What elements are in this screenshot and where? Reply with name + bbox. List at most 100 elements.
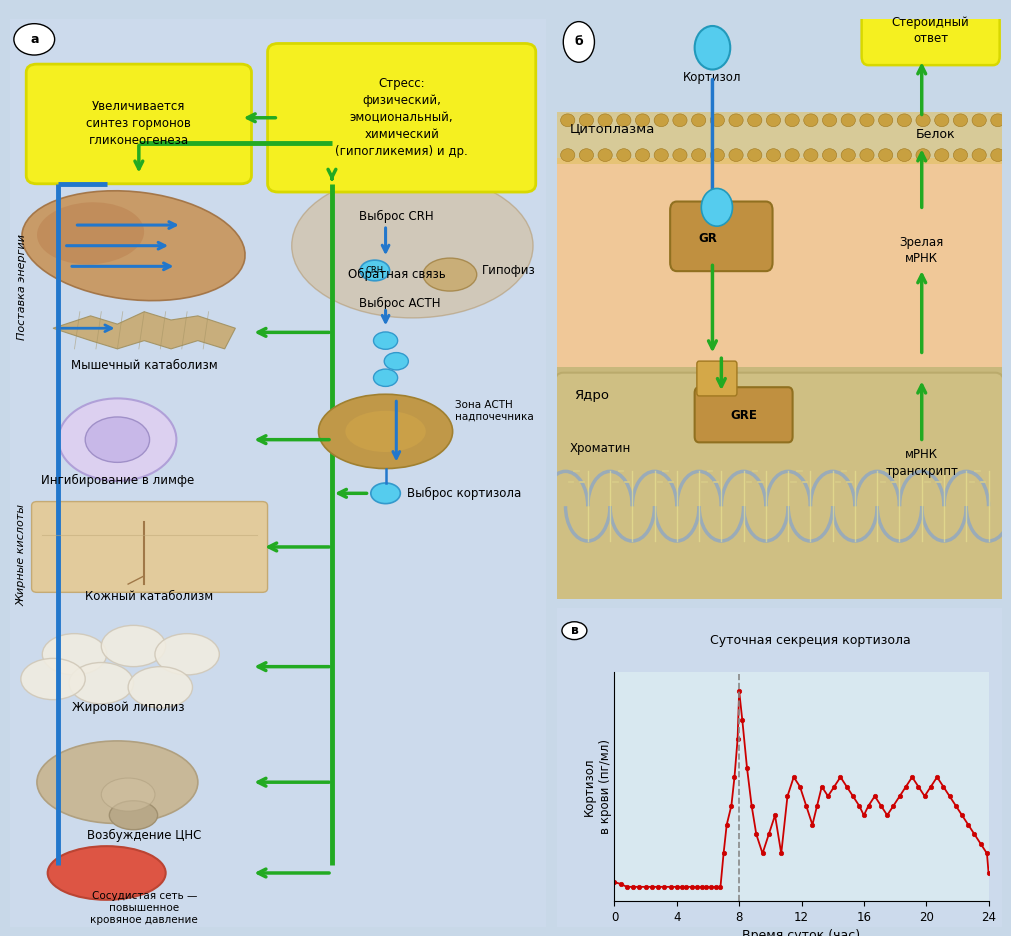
Text: б: б (574, 36, 582, 49)
FancyBboxPatch shape (556, 158, 1001, 378)
Text: Выброс кортизола: Выброс кортизола (406, 487, 521, 500)
Ellipse shape (598, 149, 612, 162)
Ellipse shape (822, 149, 836, 162)
Ellipse shape (691, 114, 705, 126)
Ellipse shape (22, 191, 245, 300)
Text: Поставка энергии: Поставка энергии (16, 234, 26, 340)
Circle shape (563, 22, 593, 62)
Ellipse shape (990, 149, 1004, 162)
Ellipse shape (21, 658, 85, 700)
Text: Выброс CRH: Выброс CRH (359, 211, 433, 224)
Ellipse shape (373, 332, 397, 349)
Text: а: а (30, 33, 38, 46)
Ellipse shape (42, 634, 106, 675)
FancyBboxPatch shape (556, 19, 1001, 117)
Ellipse shape (37, 741, 198, 824)
Ellipse shape (915, 149, 929, 162)
Ellipse shape (897, 149, 911, 162)
Ellipse shape (822, 114, 836, 126)
FancyBboxPatch shape (669, 201, 771, 271)
Text: Ядро: Ядро (574, 389, 609, 402)
Ellipse shape (897, 114, 911, 126)
Ellipse shape (616, 149, 630, 162)
Ellipse shape (370, 483, 400, 504)
FancyBboxPatch shape (26, 64, 252, 183)
Text: CRH: CRH (365, 266, 383, 275)
Text: Зрелая
мРНК: Зрелая мРНК (899, 236, 943, 266)
Ellipse shape (672, 114, 686, 126)
Ellipse shape (878, 114, 892, 126)
Text: Стероидный
ответ: Стероидный ответ (891, 16, 969, 45)
Ellipse shape (59, 399, 176, 481)
Text: Суточная секреция кортизола: Суточная секреция кортизола (710, 634, 910, 647)
Ellipse shape (560, 114, 574, 126)
Ellipse shape (934, 114, 948, 126)
Ellipse shape (384, 353, 408, 370)
Text: Белок: Белок (914, 127, 954, 140)
Ellipse shape (672, 149, 686, 162)
Text: Сосудистая сеть —
повышенное
кровяное давление: Сосудистая сеть — повышенное кровяное да… (90, 891, 198, 926)
Ellipse shape (360, 260, 389, 281)
Ellipse shape (952, 114, 967, 126)
Ellipse shape (128, 666, 192, 708)
Ellipse shape (785, 114, 799, 126)
FancyBboxPatch shape (267, 43, 535, 192)
Ellipse shape (318, 394, 452, 469)
Ellipse shape (635, 114, 649, 126)
Ellipse shape (653, 114, 667, 126)
Ellipse shape (785, 149, 799, 162)
Ellipse shape (109, 801, 158, 829)
Ellipse shape (101, 625, 166, 666)
Ellipse shape (972, 149, 986, 162)
Text: Цитоплазма: Цитоплазма (569, 123, 655, 136)
Ellipse shape (915, 114, 929, 126)
FancyBboxPatch shape (31, 502, 267, 592)
Text: Зона ACTH
надпочечника: Зона ACTH надпочечника (455, 400, 534, 422)
Ellipse shape (85, 417, 150, 462)
Ellipse shape (694, 26, 730, 69)
Text: Мышечный катаболизм: Мышечный катаболизм (71, 358, 217, 372)
Ellipse shape (972, 114, 986, 126)
Ellipse shape (345, 411, 426, 452)
Ellipse shape (765, 149, 779, 162)
Text: Стресс:
физический,
эмоциональный,
химический
(гипогликемия) и др.: Стресс: физический, эмоциональный, химич… (335, 78, 467, 158)
FancyBboxPatch shape (556, 111, 1001, 164)
Ellipse shape (48, 846, 166, 899)
FancyBboxPatch shape (554, 373, 1003, 605)
Ellipse shape (560, 149, 574, 162)
Text: Возбуждение ЦНС: Возбуждение ЦНС (87, 829, 201, 842)
Ellipse shape (859, 149, 874, 162)
Text: GR: GR (698, 231, 717, 244)
Text: Увеличивается
синтез гормонов
гликонеогенеза: Увеличивается синтез гормонов гликонеоге… (86, 100, 191, 148)
Ellipse shape (37, 202, 144, 264)
Ellipse shape (710, 114, 724, 126)
Ellipse shape (710, 149, 724, 162)
Text: Кожный катаболизм: Кожный катаболизм (85, 590, 213, 603)
FancyBboxPatch shape (860, 0, 999, 66)
Ellipse shape (765, 114, 779, 126)
Ellipse shape (155, 634, 219, 675)
Ellipse shape (934, 149, 948, 162)
Text: Обратная связь: Обратная связь (348, 268, 445, 281)
Text: Гипофиз: Гипофиз (481, 264, 536, 277)
Ellipse shape (578, 114, 593, 126)
Circle shape (561, 622, 586, 639)
Ellipse shape (747, 149, 761, 162)
Ellipse shape (691, 149, 705, 162)
Text: Выброс ACTH: Выброс ACTH (359, 297, 440, 310)
Ellipse shape (840, 114, 854, 126)
Text: GRE: GRE (730, 409, 756, 421)
Ellipse shape (803, 149, 817, 162)
Ellipse shape (990, 114, 1004, 126)
Ellipse shape (423, 258, 476, 291)
FancyBboxPatch shape (556, 367, 1001, 599)
Ellipse shape (840, 149, 854, 162)
FancyBboxPatch shape (694, 388, 792, 443)
Ellipse shape (373, 369, 397, 387)
Ellipse shape (859, 114, 874, 126)
Text: в: в (570, 624, 577, 637)
Ellipse shape (878, 149, 892, 162)
Ellipse shape (101, 778, 155, 812)
Text: Кортизол: Кортизол (682, 71, 741, 84)
Text: Хроматин: Хроматин (569, 442, 631, 455)
